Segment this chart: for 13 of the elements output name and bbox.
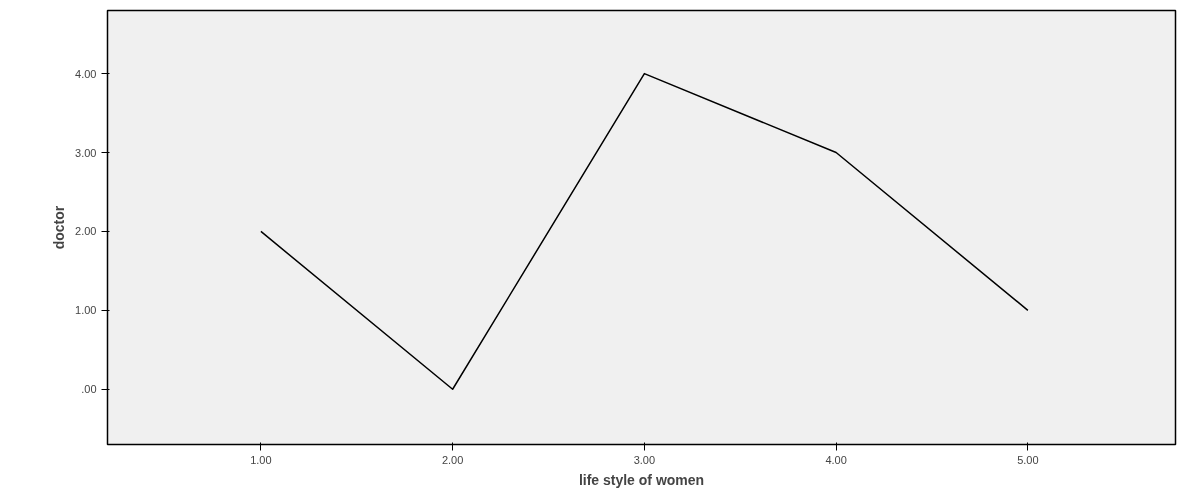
x-tick-label: 4.00 [825, 453, 847, 466]
y-tick-label: 3.00 [75, 146, 97, 159]
x-tick-label: 1.00 [250, 453, 272, 466]
x-tick-label: 3.00 [633, 453, 656, 466]
y-tick-label: 4.00 [75, 67, 97, 80]
y-tick-label: 2.00 [75, 225, 97, 238]
x-tick-label: 5.00 [1017, 453, 1039, 466]
x-axis-title: life style of women [578, 471, 705, 488]
y-tick-label: 1.00 [75, 304, 97, 317]
y-tick-label: .00 [81, 383, 97, 396]
x-tick-label: 2.00 [441, 453, 464, 466]
line-series [260, 72, 1029, 391]
y-axis-title: doctor [51, 205, 68, 250]
